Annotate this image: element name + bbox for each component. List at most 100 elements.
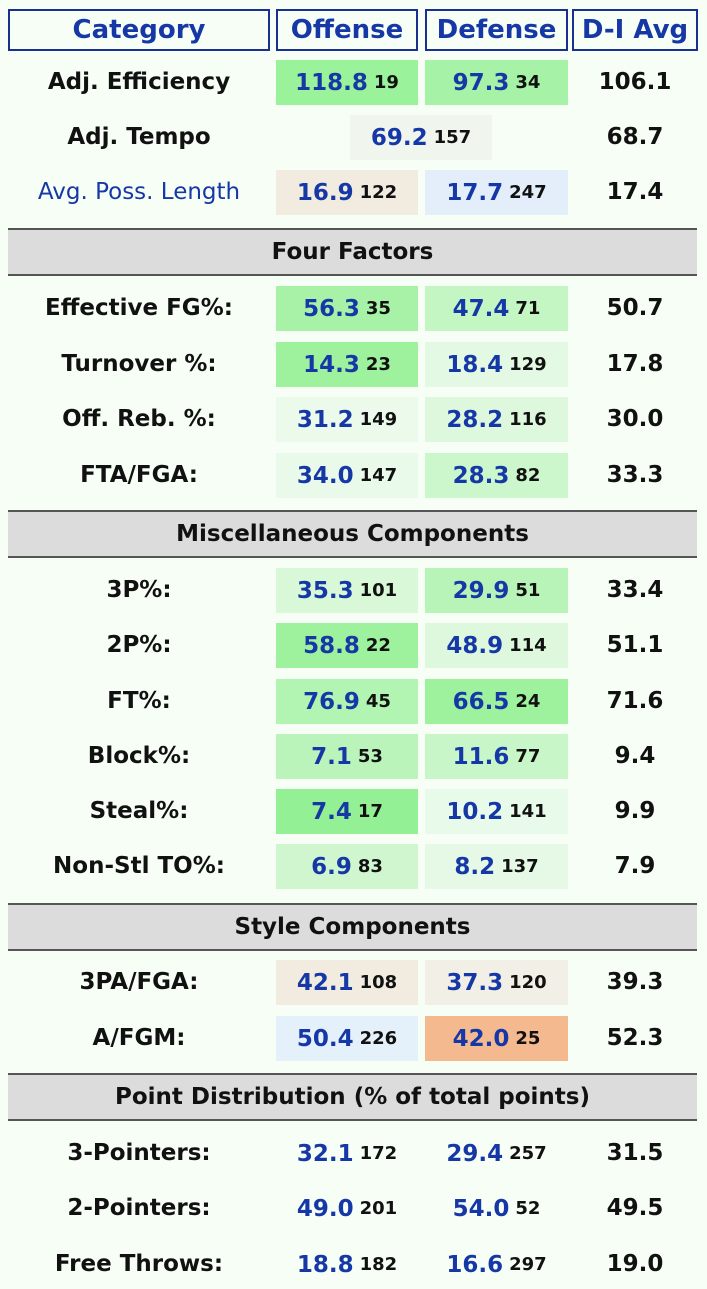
defense-cell[interactable]: 66.5 24 (425, 679, 568, 724)
defense-cell[interactable]: 16.6 297 (425, 1242, 568, 1287)
table-row: Free Throws: 18.8 182 16.6 297 19.0 (0, 1239, 707, 1289)
di-avg-value: 52.3 (606, 1025, 664, 1051)
table-row: Turnover %: 14.3 23 18.4 129 17.8 (0, 339, 707, 389)
defense-cell-value: 17.7 (446, 179, 504, 206)
offense-cell-rank: 108 (359, 972, 398, 993)
offense-cell-rank: 172 (359, 1143, 398, 1164)
offense-cell[interactable]: 14.3 23 (276, 342, 418, 387)
defense-cell[interactable]: 18.4 129 (425, 342, 568, 387)
defense-cell[interactable]: 48.9 114 (425, 623, 568, 668)
row-label: 2P%: (106, 632, 172, 658)
defense-cell-rank: 129 (509, 354, 547, 375)
offense-cell-value: 14.3 (303, 351, 360, 378)
table-row: Non-Stl TO%: 6.9 83 8.2 137 7.9 (0, 841, 707, 891)
defense-cell-value: 97.3 (452, 69, 510, 96)
row-label: 3P%: (106, 577, 172, 603)
tempo-cell[interactable]: 69.2 157 (350, 115, 492, 160)
defense-cell[interactable]: 42.0 25 (425, 1016, 568, 1061)
offense-cell-rank: 147 (359, 465, 398, 486)
offense-cell-value: 118.8 (295, 69, 368, 96)
table-row: Effective FG%: 56.3 35 47.4 71 50.7 (0, 283, 707, 333)
offense-cell[interactable]: 50.4 226 (276, 1016, 418, 1061)
offense-cell-rank: 149 (359, 409, 398, 430)
di-avg-value: 71.6 (606, 688, 664, 714)
defense-cell-value: 16.6 (446, 1251, 504, 1278)
defense-cell-value: 28.2 (446, 406, 504, 433)
offense-cell-rank: 122 (359, 182, 398, 203)
table-row: 3P%: 35.3 101 29.9 51 33.4 (0, 565, 707, 615)
row-label: Free Throws: (54, 1251, 224, 1277)
defense-cell[interactable]: 28.2 116 (425, 397, 568, 442)
offense-cell[interactable]: 35.3 101 (276, 568, 418, 613)
offense-cell[interactable]: 34.0 147 (276, 453, 418, 498)
defense-cell[interactable]: 10.2 141 (425, 789, 568, 834)
defense-cell[interactable]: 28.3 82 (425, 453, 568, 498)
defense-cell-rank: 71 (515, 298, 541, 319)
offense-cell[interactable]: 7.1 53 (276, 734, 418, 779)
offense-cell-value: 42.1 (296, 969, 354, 996)
offense-cell[interactable]: 49.0 201 (276, 1186, 418, 1231)
offense-cell-value: 58.8 (303, 632, 360, 659)
row-label: Turnover %: (61, 351, 217, 377)
header-offense[interactable]: Offense (276, 9, 418, 51)
di-avg-value: 50.7 (606, 295, 664, 321)
defense-cell-rank: 257 (509, 1143, 547, 1164)
tempo-cell-value: 69.2 (370, 124, 428, 151)
table-row: Steal%: 7.4 17 10.2 141 9.9 (0, 786, 707, 836)
offense-cell-value: 32.1 (296, 1140, 354, 1167)
di-avg-value: 17.8 (606, 351, 664, 377)
di-avg-value: 9.4 (614, 743, 656, 769)
table-row: FT%: 76.9 45 66.5 24 71.6 (0, 676, 707, 726)
offense-cell[interactable]: 42.1 108 (276, 960, 418, 1005)
defense-cell[interactable]: 29.9 51 (425, 568, 568, 613)
defense-cell[interactable]: 8.2 137 (425, 844, 568, 889)
defense-cell[interactable]: 97.3 34 (425, 60, 568, 105)
defense-cell-value: 37.3 (446, 969, 504, 996)
defense-cell-rank: 116 (509, 409, 547, 430)
defense-cell[interactable]: 29.4 257 (425, 1131, 568, 1176)
row-label: Non-Stl TO%: (53, 853, 225, 879)
defense-cell[interactable]: 54.0 52 (425, 1186, 568, 1231)
offense-cell-rank: 83 (357, 856, 383, 877)
offense-cell-value: 76.9 (303, 688, 360, 715)
di-avg-value: 33.3 (606, 462, 664, 488)
offense-cell[interactable]: 31.2 149 (276, 397, 418, 442)
defense-cell-rank: 247 (509, 182, 547, 203)
offense-cell[interactable]: 76.9 45 (276, 679, 418, 724)
header-defense[interactable]: Defense (425, 9, 568, 51)
row-label: 3PA/FGA: (79, 969, 199, 995)
table-row: Adj. Efficiency 118.8 19 97.3 34 106.1 (0, 57, 707, 107)
offense-cell[interactable]: 32.1 172 (276, 1131, 418, 1176)
offense-cell-rank: 23 (365, 354, 391, 375)
di-avg-value: 39.3 (606, 969, 664, 995)
offense-cell-value: 6.9 (311, 853, 352, 880)
di-avg-value: 7.9 (614, 853, 656, 879)
offense-cell[interactable]: 18.8 182 (276, 1242, 418, 1287)
header-category[interactable]: Category (8, 9, 270, 51)
row-label: 3-Pointers: (67, 1140, 211, 1166)
defense-cell-value: 48.9 (446, 632, 504, 659)
defense-cell[interactable]: 17.7 247 (425, 170, 568, 215)
defense-cell[interactable]: 37.3 120 (425, 960, 568, 1005)
defense-cell-rank: 297 (509, 1254, 547, 1275)
defense-cell-rank: 82 (515, 465, 541, 486)
offense-cell[interactable]: 7.4 17 (276, 789, 418, 834)
offense-cell-value: 50.4 (296, 1025, 354, 1052)
offense-cell[interactable]: 16.9 122 (276, 170, 418, 215)
table-row: Avg. Poss. Length 16.9 122 17.7 247 17.4 (0, 167, 707, 217)
header-di-avg[interactable]: D-I Avg (572, 9, 698, 51)
offense-cell[interactable]: 6.9 83 (276, 844, 418, 889)
table-row: 3-Pointers: 32.1 172 29.4 257 31.5 (0, 1128, 707, 1178)
offense-cell-value: 34.0 (296, 462, 354, 489)
table-row: Adj. Tempo 69.2 157 68.7 (0, 112, 707, 162)
offense-cell[interactable]: 118.8 19 (276, 60, 418, 105)
row-label: Adj. Efficiency (47, 69, 231, 95)
defense-cell[interactable]: 11.6 77 (425, 734, 568, 779)
offense-cell[interactable]: 58.8 22 (276, 623, 418, 668)
defense-cell-rank: 51 (515, 580, 541, 601)
defense-cell[interactable]: 47.4 71 (425, 286, 568, 331)
offense-cell-value: 7.4 (311, 798, 352, 825)
defense-cell-rank: 120 (509, 972, 547, 993)
row-label[interactable]: Avg. Poss. Length (37, 179, 241, 205)
offense-cell[interactable]: 56.3 35 (276, 286, 418, 331)
